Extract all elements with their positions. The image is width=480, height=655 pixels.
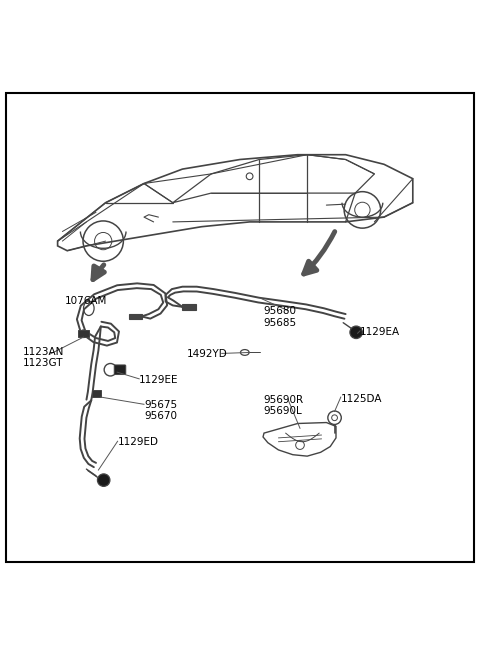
Bar xyxy=(78,330,89,337)
Text: 1129ED: 1129ED xyxy=(118,437,158,447)
Text: 1125DA: 1125DA xyxy=(341,394,382,403)
FancyBboxPatch shape xyxy=(114,365,126,375)
Text: 1129EE: 1129EE xyxy=(139,375,179,384)
Circle shape xyxy=(97,474,110,487)
Text: 1492YD: 1492YD xyxy=(187,349,228,359)
Circle shape xyxy=(104,364,117,376)
Polygon shape xyxy=(129,314,142,320)
Text: 95680
95685: 95680 95685 xyxy=(263,306,296,328)
Circle shape xyxy=(350,326,362,339)
Text: 95675
95670: 95675 95670 xyxy=(144,400,177,421)
Text: 95690R
95690L: 95690R 95690L xyxy=(263,395,303,417)
Circle shape xyxy=(328,411,341,424)
Text: 1123AN
1123GT: 1123AN 1123GT xyxy=(23,346,64,368)
Polygon shape xyxy=(182,305,196,310)
Circle shape xyxy=(246,173,253,179)
Circle shape xyxy=(80,330,87,337)
Bar xyxy=(92,390,101,397)
Text: 1129EA: 1129EA xyxy=(360,327,400,337)
Text: 1076AM: 1076AM xyxy=(65,296,107,307)
